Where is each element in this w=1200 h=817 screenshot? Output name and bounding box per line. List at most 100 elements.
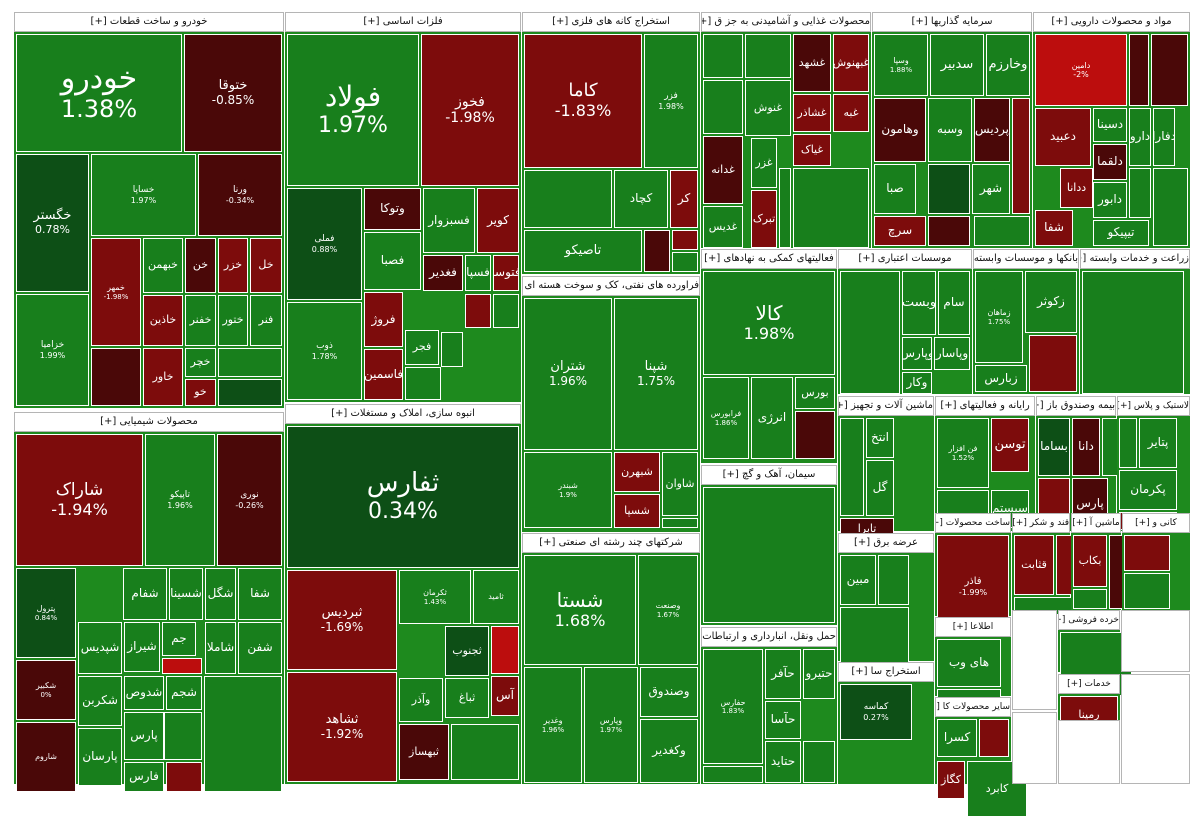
stock-tile[interactable]: شسپا [614,494,660,528]
stock-tile[interactable]: پکرمان [1119,470,1177,510]
stock-tile-small[interactable] [1119,418,1137,468]
sector-header[interactable]: فراورده های نفتی، کک و سوخت هسته ای [+] [522,276,700,296]
stock-tile-small[interactable] [465,294,491,328]
stock-tile[interactable]: بورس [795,377,835,409]
stock-tile[interactable]: غشهد [793,34,831,92]
stock-tile-small[interactable] [928,164,970,214]
stock-tile-small[interactable] [166,762,202,792]
stock-tile[interactable]: ددانا [1060,168,1093,208]
stock-tile[interactable]: سام [938,271,970,335]
stock-tile-small[interactable] [451,724,519,780]
stock-tile-small[interactable] [703,80,743,134]
stock-tile[interactable]: فولاد 1.97% [287,34,419,186]
stock-tile[interactable]: کماسه 0.27% [840,684,912,740]
stock-tile-small[interactable] [745,34,791,78]
sector-mini-0[interactable] [1058,720,1120,784]
stock-tile[interactable]: غدانه [703,136,743,204]
stock-tile-small[interactable] [840,271,900,394]
stock-tile[interactable]: تیپیکو [1093,220,1149,246]
stock-tile[interactable]: ثکرمان 1.43% [399,570,471,624]
sector-header[interactable]: موسسات اعتباری [+] [838,249,972,269]
stock-tile[interactable]: فسبزوار [423,188,475,253]
stock-tile[interactable]: تاصیکو [524,230,642,272]
stock-tile-small[interactable] [1029,335,1077,392]
stock-tile-small[interactable] [793,168,869,248]
sector-header[interactable]: فعالیتهای کمکی به نهادهای [+] [701,249,837,269]
stock-tile[interactable]: فسپا [465,255,491,291]
stock-tile[interactable]: جم [162,622,196,656]
stock-tile[interactable]: ثشاهد -1.92% [287,672,397,782]
stock-tile-small[interactable] [803,741,835,783]
stock-tile[interactable]: پارس [124,712,164,760]
stock-tile-small[interactable] [1124,535,1170,571]
sector-header[interactable]: سیمان، آهک و گچ [+] [701,465,837,485]
stock-tile[interactable]: زبارس [975,365,1027,392]
stock-tile-small[interactable] [779,168,791,248]
stock-tile-small[interactable] [1129,34,1149,106]
stock-tile[interactable]: شکربن [78,676,122,726]
stock-tile[interactable]: شجم [166,676,202,710]
stock-tile[interactable]: وبست [902,271,936,335]
stock-tile-small[interactable] [164,712,202,760]
stock-tile[interactable]: کچاد [614,170,668,228]
stock-tile[interactable]: وغدیر 1.96% [524,667,582,783]
stock-tile[interactable]: انرژی [751,377,793,459]
stock-tile[interactable]: وهامون [874,98,926,162]
stock-tile[interactable]: پترول 0.84% [16,568,76,658]
stock-tile[interactable]: پردیس [974,98,1010,162]
stock-tile[interactable]: کر [670,170,698,228]
stock-tile[interactable]: شگل [205,568,236,620]
stock-tile-small[interactable] [524,170,612,228]
stock-tile-small[interactable] [491,626,519,674]
stock-tile[interactable]: شبهرن [614,452,660,492]
sector-header[interactable]: قند و شکر [+] [1012,513,1070,533]
stock-tile[interactable]: فرابورس 1.86% [703,377,749,459]
stock-tile[interactable]: خفنر [185,295,216,346]
stock-tile[interactable]: خن [185,238,216,293]
stock-tile[interactable]: کالا 1.98% [703,271,835,375]
stock-tile[interactable]: شفا [1035,210,1073,246]
stock-tile[interactable]: خل [250,238,282,293]
stock-tile[interactable]: فن افزار 1.52% [937,418,989,488]
stock-tile[interactable]: وآذر [399,678,443,722]
stock-tile[interactable]: پارسان [78,728,122,786]
sector-header[interactable]: بانکها و موسسات وابسته [+] [973,249,1079,269]
stock-tile[interactable]: ثبردیس -1.69% [287,570,397,670]
stock-tile[interactable]: فاسمین [364,349,403,400]
stock-tile-small[interactable] [1153,168,1188,246]
stock-tile[interactable]: فغدیر [423,255,463,291]
sector-header[interactable]: اطلاعا [+] [935,617,1011,637]
stock-tile-small[interactable] [1082,271,1184,394]
stock-tile-small[interactable] [840,607,909,667]
stock-tile[interactable]: شاوان [662,452,698,516]
sector-header[interactable]: فلزات اساسی [+] [285,12,521,32]
stock-tile[interactable]: توسن [991,418,1029,472]
stock-tile-small[interactable] [974,216,1030,246]
stock-tile[interactable]: وسپا 1.88% [874,34,928,96]
stock-tile[interactable]: سدبیر [930,34,984,96]
stock-tile-small[interactable] [493,294,519,328]
stock-tile[interactable]: خزر [218,238,248,293]
stock-tile[interactable]: غشاذر [793,94,831,132]
stock-tile-small[interactable] [878,555,909,605]
sector-header[interactable]: سایر محصولات کا [+] [935,697,1011,717]
stock-tile[interactable]: وپارس [902,337,932,370]
stock-tile-small[interactable] [703,766,763,783]
sector-header[interactable]: مواد و محصولات دارویی [+] [1033,12,1190,32]
stock-tile[interactable]: تبرک [751,190,777,248]
sector-header[interactable]: خرده فروشی [+] [1058,610,1120,630]
stock-tile-small[interactable] [1124,573,1170,609]
stock-tile[interactable]: دامین -2% [1035,34,1127,106]
stock-tile[interactable]: غبهنوش [833,34,869,92]
stock-tile[interactable]: ثفارس 0.34% [287,426,519,568]
sector-mini-3[interactable] [1012,610,1057,710]
stock-tile[interactable]: ثجنوب [445,626,489,676]
stock-tile-small[interactable] [1129,168,1151,218]
stock-tile[interactable]: ختوقا -0.85% [184,34,282,152]
stock-tile[interactable]: خبهمن [143,238,183,293]
stock-tile[interactable]: شهر [972,164,1010,214]
stock-tile[interactable]: های وب [937,639,1001,687]
sector-header[interactable]: خودرو و ساخت قطعات [+] [14,12,284,32]
stock-tile[interactable]: غزر [751,138,777,188]
stock-tile[interactable]: وپارس 1.97% [584,667,638,783]
